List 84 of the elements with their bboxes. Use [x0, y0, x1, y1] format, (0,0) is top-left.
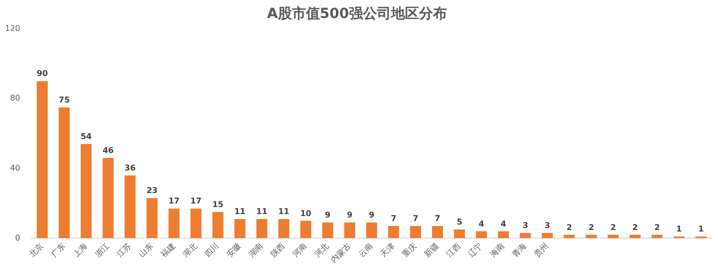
bar	[102, 158, 114, 238]
x-tick-label: 江西	[444, 241, 462, 259]
bar	[454, 230, 465, 238]
x-tick-label: 陕西	[269, 241, 287, 259]
x-tick-label: 河北	[312, 241, 331, 259]
x-tick-label: 湖南	[247, 241, 265, 259]
data-label: 2	[610, 222, 616, 232]
x-tick-label: 北京	[27, 241, 46, 259]
bar	[146, 198, 158, 238]
bar	[36, 81, 48, 238]
data-label: 17	[168, 196, 180, 206]
data-label: 2	[588, 222, 594, 232]
y-tick-label: 0	[15, 233, 20, 242]
data-label: 11	[234, 207, 246, 216]
data-label: 46	[102, 146, 114, 156]
data-label: 75	[58, 95, 70, 104]
data-label: 2	[632, 222, 638, 232]
chart-title: A股市值500强公司地区分布	[266, 5, 448, 22]
data-label: 1	[676, 224, 682, 234]
bar	[212, 212, 224, 238]
x-tick-label: 江苏	[115, 241, 133, 259]
bar	[300, 220, 312, 238]
bar	[80, 144, 92, 238]
data-label: 4	[500, 219, 507, 228]
data-label: 9	[368, 210, 375, 220]
y-tick-label: 120	[4, 24, 20, 33]
data-label: 2	[654, 222, 660, 232]
bar	[498, 231, 509, 238]
data-label: 7	[434, 214, 440, 224]
data-label: 9	[324, 210, 331, 220]
data-label: 15	[212, 200, 224, 210]
x-tick-label: 上海	[71, 241, 90, 259]
data-label: 2	[566, 222, 572, 232]
data-label: 36	[124, 163, 136, 172]
x-tick-label: 福建	[159, 241, 177, 259]
x-tick-label: 青海	[510, 241, 528, 259]
x-tick-label: 广东	[49, 241, 68, 259]
bar	[410, 226, 422, 238]
data-label: 10	[300, 208, 312, 218]
bar	[58, 107, 70, 238]
data-label: 7	[390, 214, 396, 224]
bar	[234, 219, 246, 238]
bar	[322, 222, 334, 238]
x-tick-label: 内蒙古	[329, 241, 353, 264]
x-tick-label: 天津	[378, 241, 396, 259]
data-label: 1	[698, 224, 704, 234]
bar	[256, 219, 268, 238]
x-tick-label: 贵州	[532, 241, 550, 259]
bar	[476, 231, 487, 238]
data-label: 7	[412, 214, 418, 224]
data-label: 17	[190, 196, 202, 206]
x-tick-label: 辽宁	[466, 241, 484, 259]
y-tick-label: 80	[10, 94, 20, 103]
x-tick-label: 浙江	[93, 241, 112, 259]
x-tick-label: 河南	[290, 241, 309, 259]
bar	[168, 208, 180, 238]
bar	[190, 208, 202, 238]
x-tick-label: 海南	[488, 241, 506, 259]
data-label: 11	[256, 207, 268, 216]
bar	[366, 222, 378, 238]
data-label: 23	[146, 186, 158, 196]
y-tick-label: 40	[10, 164, 20, 173]
bar	[124, 175, 136, 238]
x-tick-label: 湖北	[181, 241, 199, 259]
x-tick-label: 安徽	[225, 241, 243, 259]
bar	[520, 233, 531, 238]
data-label: 3	[522, 221, 528, 230]
bar	[432, 226, 443, 238]
data-label: 5	[456, 218, 463, 227]
bar	[278, 219, 290, 238]
bar	[344, 222, 356, 238]
bar	[388, 226, 400, 238]
x-tick-label: 新疆	[422, 241, 440, 259]
x-tick-label: 重庆	[400, 241, 418, 259]
x-tick-label: 四川	[203, 241, 221, 259]
x-tick-label: 山东	[137, 241, 155, 259]
x-tick-label: 云南	[356, 241, 375, 259]
data-label: 4	[478, 219, 485, 228]
bar	[542, 233, 553, 238]
data-label: 9	[346, 210, 353, 220]
data-label: 54	[80, 132, 92, 142]
data-label: 90	[36, 69, 48, 78]
data-label: 11	[278, 207, 290, 216]
data-label: 3	[544, 221, 550, 230]
